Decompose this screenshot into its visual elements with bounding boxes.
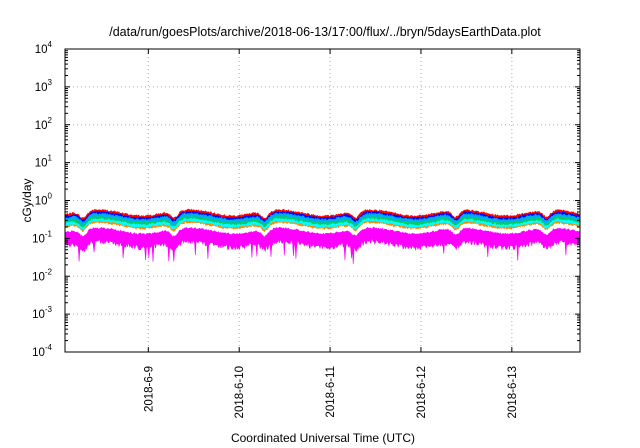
y-tick-label: 101 — [35, 154, 53, 170]
grid — [65, 49, 580, 352]
x-tick-label: 2018-6-11 — [325, 366, 337, 418]
y-tick-label: 100 — [35, 192, 53, 208]
x-axis-label: Coordinated Universal Time (UTC) — [231, 431, 415, 445]
plot-frame — [64, 48, 581, 353]
series-group — [64, 208, 581, 265]
x-tick-label: 2018-6-10 — [234, 366, 246, 418]
y-tick-label: 10-1 — [32, 229, 52, 245]
chart-title: /data/run/goesPlots/archive/2018-06-13/1… — [109, 25, 541, 39]
y-axis-label: cGy/day — [20, 178, 34, 222]
y-tick-label: 102 — [35, 116, 53, 132]
x-axis-ticks: 2018-6-9 2018-6-10 2018-6-11 2018-6-12 2018-… — [143, 49, 519, 418]
y-tick-label: 103 — [35, 78, 53, 94]
x-tick-label: 2018-6-13 — [507, 366, 519, 418]
y-tick-label: 10-3 — [32, 305, 52, 321]
y-tick-label: 104 — [35, 40, 53, 56]
y-tick-label: 10-2 — [32, 267, 52, 283]
y-tick-label: 10-4 — [32, 343, 52, 359]
y-axis-ticks: 10-4 10-3 10-2 10-1 100 101 102 103 104 — [32, 40, 580, 359]
x-tick-label: 2018-6-12 — [416, 366, 428, 418]
x-tick-label: 2018-6-9 — [143, 366, 155, 412]
